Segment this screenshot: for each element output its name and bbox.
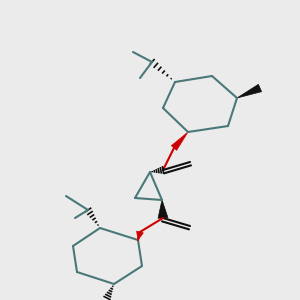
Polygon shape <box>171 132 188 150</box>
Polygon shape <box>136 231 143 240</box>
Polygon shape <box>158 200 168 218</box>
Polygon shape <box>237 84 262 98</box>
